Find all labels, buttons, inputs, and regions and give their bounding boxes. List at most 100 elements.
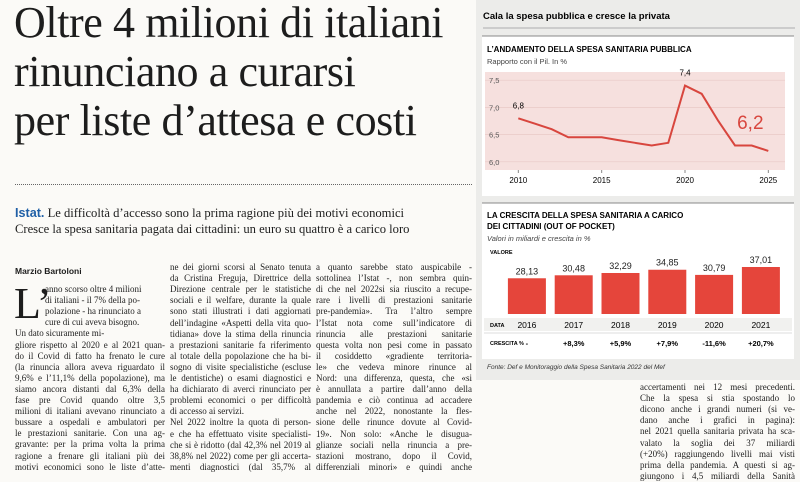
body-line: polazione - ha rinunciato a [45, 306, 141, 317]
chart-title: LA CRESCITA DELLA SPESA SANITARIA A CARI… [487, 211, 683, 220]
row-band [484, 318, 792, 331]
value-label: 37,01 [750, 255, 773, 265]
value-label: 6,2 [737, 113, 763, 134]
body-line: giungono i 4,5 miliardi della Sanità [640, 470, 795, 481]
y-tick-label: 7,5 [489, 76, 499, 85]
body-line: sono stati illustrati i dati aggiornati [170, 306, 311, 317]
body-line: Direzione centrale per le statistiche [170, 284, 311, 295]
body-line: sogno di visite specialistiche (escluse [170, 361, 311, 372]
body-line: da Cristina Freguja, Direttrice della [170, 273, 311, 284]
body-line: dano anche i grafici in pagina): [640, 415, 795, 426]
body-line: do il Covid di fatto ha frenato le cure [15, 350, 165, 361]
body-line: dell’indagine «Aspetti della vita quo- [170, 317, 311, 328]
body-line: dicono anche i grandi numeri (si ve- [640, 404, 795, 415]
body-line: sottolinea l’Istat -, non sembra quin- [316, 273, 472, 284]
body-line: gravante: per la prima volta la prima [15, 439, 165, 450]
value-label: 32,29 [609, 261, 632, 271]
bar [741, 266, 780, 314]
body-line: prima della pandemia. A questi si ag- [640, 459, 795, 470]
bar [695, 274, 734, 314]
subheadline-text: Le difficoltà d’accesso sono la prima ra… [47, 206, 405, 220]
bar [507, 278, 546, 314]
body-line: di italiani - il 7% della po- [45, 295, 140, 306]
body-line: è annullata a partire dall’anno della [316, 384, 472, 395]
body-line: rare i livelli di prestazioni sanitarie [316, 295, 472, 306]
body-line: a prestazioni sanitarie fa riferimento [170, 339, 311, 350]
body-line: Nel 2022 inoltre la quota di person- [170, 417, 311, 428]
body-line: accertamenti nei 12 mesi precedenti. [640, 382, 795, 392]
bar [601, 272, 640, 314]
bar [554, 275, 593, 314]
body-line: stazioni mostrano, dopo il Covid, [316, 450, 472, 461]
growth-label: -11,6% [702, 339, 726, 348]
body-line: Un dato sicuramente mi- [15, 328, 105, 339]
body-line: 38,8% nel 2022) come per gli accerta- [170, 450, 311, 461]
body-line: siamo ancora distanti dal 6,3% della [15, 383, 165, 394]
growth-label: +7,9% [657, 339, 679, 348]
separator [15, 184, 472, 185]
row-label: CRESCITA % [490, 341, 524, 347]
body-line: tidiana» dove la stima della rinuncia [170, 328, 311, 339]
body-line: cure di cui aveva bisogno. [45, 317, 140, 328]
data-line [517, 84, 769, 152]
body-line: ne dei giorni scorsi al Senato tenuta [170, 262, 311, 272]
body-line: 19». Non solo: «Anche le disugua- [316, 428, 472, 439]
x-tick-label: 2019 [658, 320, 677, 330]
subheadline: Istat. Le difficoltà d’accesso sono la p… [15, 205, 404, 221]
x-tick-label: 2021 [751, 320, 770, 330]
author: Marzio Bartoloni [15, 266, 82, 276]
growth-label: +20,7% [748, 339, 774, 348]
body-line: le» che vedeva minore rinunce al [316, 361, 472, 372]
body-line: 9,6% e l’11,1% della popolazione), ma [15, 372, 165, 383]
chart-subtitle: Rapporto con il Pil. In % [487, 57, 567, 66]
plot-area [485, 72, 785, 170]
chart-title: L’ANDAMENTO DELLA SPESA SANITARIA PUBBLI… [487, 45, 692, 54]
body-line: (la rinuncia allora aveva riguardato il [15, 361, 165, 372]
body-line: Che la spesa si stia spostando lo [640, 393, 795, 404]
chart-subtitle: Valori in miliardi e crescita in % [487, 234, 591, 243]
body-line: fase pre Covid quando oltre 3,5 [15, 395, 165, 405]
body-line: sociali e il welfare, durante la quale [170, 295, 311, 306]
subheadline: Cresce la spesa sanitaria pagata dai cit… [15, 222, 410, 236]
body-line: questa volta non pesi come in passato [316, 339, 472, 350]
body-line: di che nel 2022si sia riuscito a recupe- [316, 284, 472, 295]
row-label: VALORE [490, 250, 513, 256]
y-tick-label: 7,0 [489, 103, 499, 112]
value-label: 7,4 [679, 69, 691, 78]
body-line: (+20%) raggiungendo livelli mai visti [640, 448, 795, 459]
body-line: motivi economici sono le liste d’atte- [15, 461, 165, 472]
x-tick-label: 2017 [564, 320, 583, 330]
x-tick-label: 2010 [509, 176, 527, 185]
row-label: DATA [490, 323, 504, 329]
x-tick-label: 2025 [759, 176, 777, 185]
headline: per liste d’attesa e costi [14, 96, 417, 145]
body-line: anche nel 2022, nonostante la fles- [316, 406, 472, 417]
body-line: glianze sociali nella rinuncia a pre- [316, 439, 472, 450]
body-line: le dentistiche) o esami diagnostici e [170, 373, 311, 383]
body-line: pre-pandemia». Tra l’altro sempre [316, 306, 472, 317]
body-line: a quanto sarebbe stato auspicabile - [316, 262, 472, 272]
body-line: pandemia e ciò continua ad accadere [316, 395, 472, 406]
body-line: che si è ridotto (dal 42,3% nel 2019 al [170, 439, 311, 450]
body-line: e che ha effettuato visite specialisti- [170, 428, 311, 439]
body-line: ha dichiarato di averci rinunciato per [170, 384, 311, 395]
value-label: 30,48 [562, 263, 585, 273]
body-line: menti diagnostici (dal 35,7% al [170, 461, 311, 472]
x-tick-label: 2020 [705, 320, 724, 330]
dropcap: L’ [14, 279, 52, 328]
body-line: nel 2021 quella sanitaria privata ha sca… [640, 426, 795, 437]
body-line: gliore rispetto al 2020 e al 2021 quan- [15, 339, 165, 350]
body-line: rinuncia alle prestazioni sanitarie [316, 328, 472, 339]
body-line: ragione a frenare gli italiani più dei [15, 450, 165, 461]
body-line: di accesso ai servizi. [170, 406, 244, 417]
value-label: 30,79 [703, 263, 726, 273]
x-tick-label: 2020 [676, 176, 694, 185]
growth-label: +5,9% [610, 339, 632, 348]
graphic-title: Cala la spesa pubblica e cresce la priva… [483, 11, 671, 22]
kicker: Istat. [15, 206, 45, 220]
body-line: Nord: una differenza, questa, che «si [316, 373, 472, 383]
x-tick-label: 2018 [611, 320, 630, 330]
value-label: 6,8 [513, 101, 525, 110]
